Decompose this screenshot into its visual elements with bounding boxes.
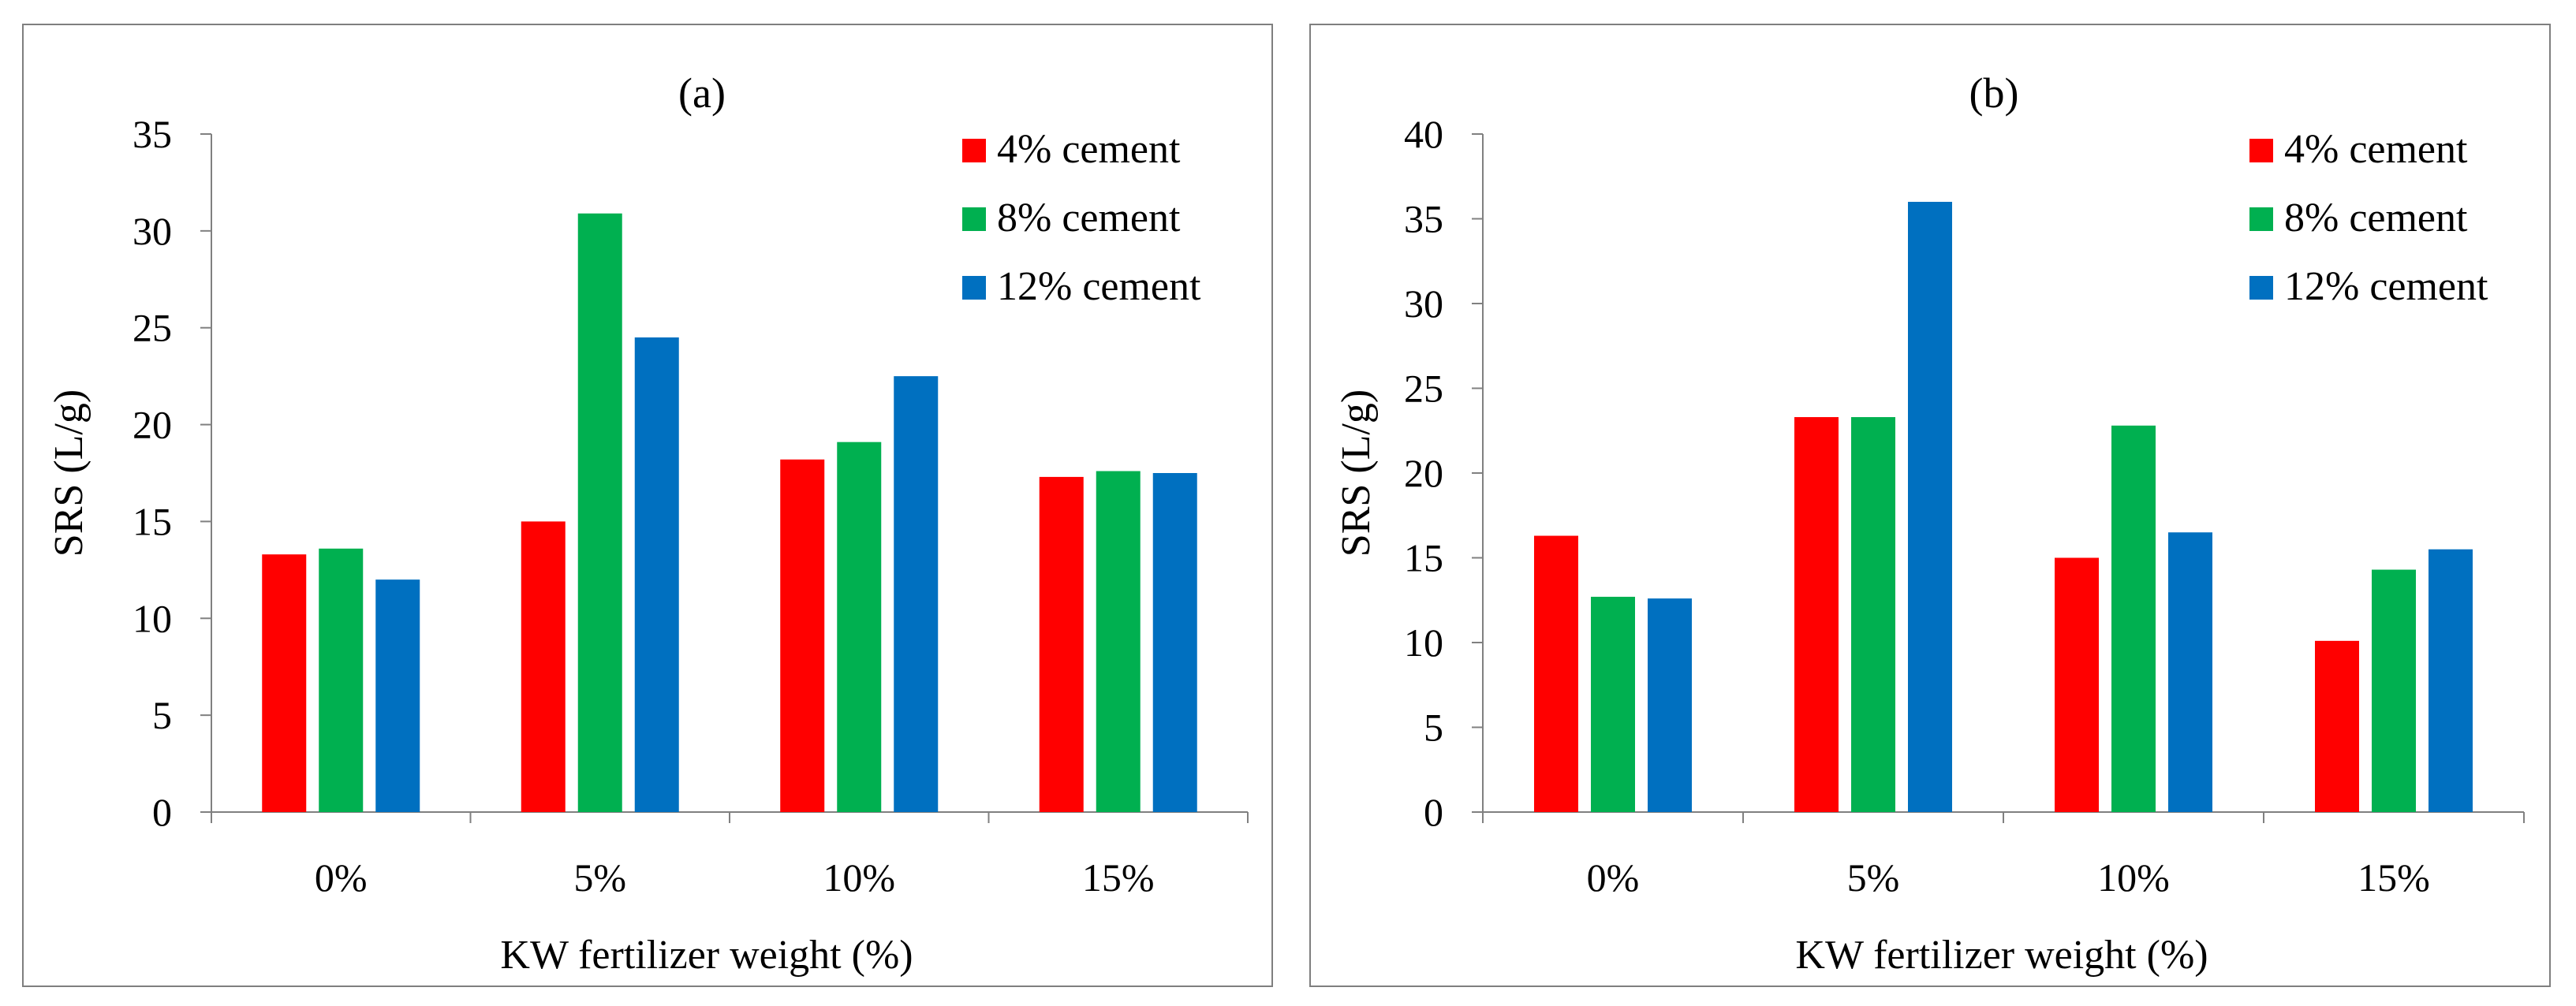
y-tick-label: 0 [1424, 790, 1443, 834]
y-tick-label: 20 [133, 403, 172, 447]
bar-4-cement-3 [1039, 476, 1084, 812]
bar-8-cement-1 [577, 213, 622, 812]
x-tick-label: 15% [2358, 855, 2430, 900]
bar-12-cement-2 [894, 376, 939, 813]
y-tick-label: 20 [1404, 451, 1443, 495]
legend-label: 12% cement [997, 264, 1201, 309]
bar-12-cement-3 [2429, 549, 2473, 812]
bar-4-cement-0 [262, 554, 307, 812]
bar-8-cement-2 [837, 442, 882, 812]
bar-8-cement-1 [1851, 417, 1895, 812]
x-tick-label: 5% [1847, 855, 1900, 900]
y-tick-label: 15 [133, 499, 172, 543]
bar-12-cement-0 [375, 579, 420, 812]
bar-12-cement-0 [1648, 598, 1692, 812]
y-axis-title: SRS (L/g) [1334, 389, 1379, 557]
legend-label: 4% cement [997, 127, 1181, 172]
chart-title: (b) [1969, 69, 2019, 117]
y-tick-label: 5 [1424, 706, 1443, 750]
legend-label: 8% cement [997, 196, 1181, 240]
bar-chart-a: (a) 0 5 10 15 20 25 30 35 0% 5% 10% 15% KW fertilizer… [47, 69, 1249, 978]
legend-swatch [2249, 207, 2273, 231]
y-tick-label: 35 [133, 112, 172, 156]
y-tick-label: 0 [152, 790, 172, 834]
y-tick-label: 25 [133, 306, 172, 350]
y-tick-label: 25 [1404, 367, 1443, 411]
bar-4-cement-2 [780, 459, 825, 812]
x-tick-label: 0% [315, 855, 368, 900]
legend-swatch [2249, 276, 2273, 300]
legend-label: 8% cement [2284, 196, 2468, 240]
x-axis-title: KW fertilizer weight (%) [1795, 933, 2208, 978]
chart-panel-a: (a) 0 5 10 15 20 25 30 35 0% 5% 10% 15% KW fertilizer… [22, 24, 1273, 987]
y-tick-label: 35 [1404, 197, 1443, 241]
bar-4-cement-1 [521, 521, 566, 812]
y-tick-label: 15 [1404, 536, 1443, 580]
chart-panel-b: (b) 0 5 10 15 20 25 30 35 40 0% 5% 10% 15% KW fertiliz… [1309, 24, 2551, 987]
y-tick-label: 40 [1404, 112, 1443, 156]
bar-12-cement-3 [1152, 473, 1197, 812]
bar-chart-b: (b) 0 5 10 15 20 25 30 35 40 0% 5% 10% 15% KW fertiliz… [1334, 69, 2525, 978]
x-tick-label: 0% [1587, 855, 1640, 900]
bar-8-cement-3 [2372, 569, 2416, 812]
y-tick-label: 5 [152, 693, 172, 737]
bar-4-cement-3 [2315, 640, 2359, 812]
legend-swatch [2249, 139, 2273, 162]
bar-8-cement-2 [2111, 425, 2156, 812]
x-tick-label: 10% [2097, 855, 2170, 900]
legend-label: 12% cement [2284, 264, 2488, 309]
bar-4-cement-0 [1534, 535, 1578, 812]
y-tick-label: 30 [133, 209, 172, 253]
x-axis-title: KW fertilizer weight (%) [500, 933, 913, 978]
chart-title: (a) [678, 69, 726, 117]
bar-8-cement-0 [319, 548, 364, 812]
bar-12-cement-1 [634, 337, 679, 812]
x-tick-label: 10% [823, 855, 895, 900]
x-tick-label: 15% [1082, 855, 1155, 900]
legend-label: 4% cement [2284, 127, 2468, 172]
legend-swatch [962, 207, 986, 231]
y-axis-title: SRS (L/g) [47, 389, 91, 557]
legend-swatch [962, 276, 986, 300]
bar-4-cement-2 [2055, 557, 2099, 812]
x-tick-label: 5% [573, 855, 626, 900]
y-tick-label: 10 [1404, 620, 1443, 665]
bar-12-cement-2 [2168, 532, 2212, 812]
bar-4-cement-1 [1794, 417, 1839, 812]
y-tick-label: 30 [1404, 281, 1443, 326]
y-tick-label: 10 [133, 596, 172, 640]
legend-swatch [962, 139, 986, 162]
bar-12-cement-1 [1908, 202, 1952, 812]
bar-8-cement-0 [1591, 596, 1635, 812]
bar-8-cement-3 [1096, 471, 1141, 812]
